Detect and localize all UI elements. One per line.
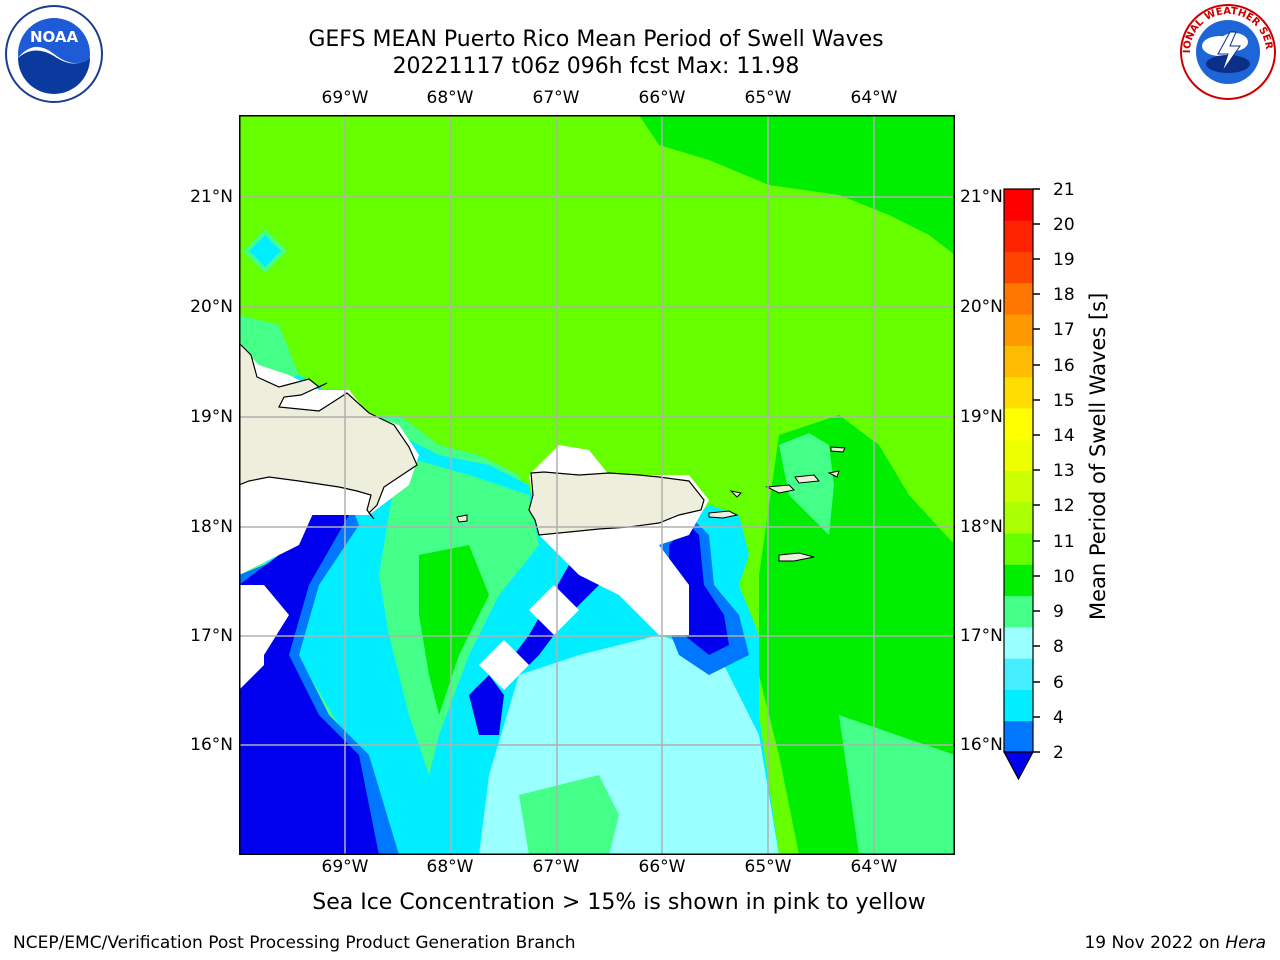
nws-logo-icon: NATIONAL WEATHER SERVICE: [1178, 2, 1276, 100]
colorbar-tick-label: 13: [1053, 461, 1075, 481]
colorbar-tick-label: 10: [1053, 567, 1075, 587]
lon-label-top: 68°W: [426, 88, 474, 108]
colorbar-label: Mean Period of Swell Waves [s]: [1086, 292, 1110, 620]
lat-label-left: 21°N: [190, 187, 233, 207]
colorbar-tick-label: 15: [1053, 391, 1075, 411]
lon-label-bottom: 68°W: [426, 857, 474, 877]
lon-label-bottom: 66°W: [638, 857, 686, 877]
lon-label-top: 67°W: [532, 88, 580, 108]
colorbar-segment: [1004, 658, 1033, 690]
graticule: [239, 115, 955, 855]
lat-label-right: 17°N: [960, 626, 1003, 646]
colorbar-segment: [1004, 564, 1033, 597]
lat-label-left: 19°N: [190, 407, 233, 427]
culebra-island: [729, 490, 743, 498]
colorbar-segment: [1004, 251, 1033, 284]
nodata-diamond-2: [479, 640, 529, 690]
footer-date: 19 Nov 2022 on Hera: [1084, 932, 1266, 954]
lon-label-top: 65°W: [744, 88, 792, 108]
lat-label-left: 17°N: [190, 626, 233, 646]
lon-label-bottom: 67°W: [532, 857, 580, 877]
colorbar-tick-label: 11: [1053, 532, 1075, 552]
colorbar-tick-label: 14: [1053, 426, 1075, 446]
colorbar-segment: [1004, 189, 1033, 221]
colorbar-tick-label: 9: [1053, 602, 1064, 622]
nodata-sw: [239, 585, 289, 690]
lon-label-top: 64°W: [850, 88, 898, 108]
swell-period-map[interactable]: [239, 115, 955, 855]
colorbar-tick-label: 18: [1053, 285, 1075, 305]
field-9-10-se: [839, 715, 955, 855]
anegada-island: [830, 446, 846, 453]
colorbar: [1002, 188, 1040, 780]
puerto-rico-land: [528, 471, 705, 536]
colorbar-segment: [1004, 282, 1033, 315]
chart-subtitle: 20221117 t06z 096h fcst Max: 11.98: [392, 54, 800, 79]
nodata-w: [239, 500, 319, 575]
chart-title: GEFS MEAN Puerto Rico Mean Period of Swe…: [308, 27, 884, 52]
colorbar-segment: [1004, 439, 1033, 471]
colorbar-extension: [1002, 751, 1035, 780]
colorbar-segment: [1004, 595, 1033, 628]
field-9-10-vi: [779, 433, 834, 535]
lon-label-top: 69°W: [321, 88, 369, 108]
lat-label-right: 18°N: [960, 517, 1003, 537]
colorbar-tick-label: 16: [1053, 356, 1075, 376]
colorbar-segment: [1004, 345, 1033, 378]
colorbar-segment: [1004, 220, 1033, 253]
lat-label-left: 18°N: [190, 517, 233, 537]
field-diamond-inner: [249, 235, 281, 267]
colorbar-segment: [1004, 689, 1033, 722]
field-2-4-w: [239, 500, 379, 855]
tortola-island: [794, 474, 820, 484]
colorbar-segment: [1004, 533, 1033, 565]
colorbar-tick-label: 8: [1053, 637, 1064, 657]
lat-label-right: 21°N: [960, 187, 1003, 207]
colorbar-tick-label: 20: [1053, 215, 1075, 235]
svg-text:NOAA: NOAA: [30, 28, 79, 46]
noaa-logo-icon: NOAA: [5, 5, 103, 103]
colorbar-segment: [1004, 407, 1033, 440]
field-9-10-s: [519, 775, 619, 855]
footer-date-text: 19 Nov 2022 on: [1084, 933, 1226, 953]
field-10-11-ne: [639, 115, 955, 255]
lat-label-left: 20°N: [190, 297, 233, 317]
colorbar-tick-label: 2: [1053, 743, 1064, 763]
lon-label-top: 66°W: [638, 88, 686, 108]
colorbar-ticks: [1033, 188, 1040, 753]
hispaniola-land: [239, 342, 418, 520]
virgin-gorda-island: [827, 470, 840, 478]
lon-label-bottom: 64°W: [850, 857, 898, 877]
footer-branch: NCEP/EMC/Verification Post Processing Pr…: [13, 933, 576, 953]
colorbar-segment: [1004, 376, 1033, 409]
sea-ice-note: Sea Ice Concentration > 15% is shown in …: [312, 890, 926, 915]
lat-label-right: 16°N: [960, 735, 1003, 755]
colorbar-tick-label: 17: [1053, 320, 1075, 340]
lat-label-right: 20°N: [960, 297, 1003, 317]
field-2-4-small: [469, 675, 504, 735]
lon-label-bottom: 65°W: [744, 857, 792, 877]
lon-label-bottom: 69°W: [321, 857, 369, 877]
colorbar-tick-label: 12: [1053, 496, 1075, 516]
colorbar-tick-label: 4: [1053, 708, 1064, 728]
colorbar-segment: [1004, 501, 1033, 534]
colorbar-tick-label: 21: [1053, 180, 1075, 200]
st-croix-island: [778, 552, 815, 562]
colorbar-segment: [1004, 470, 1033, 503]
st-thomas-island: [765, 484, 796, 494]
vieques-island: [708, 510, 739, 519]
colorbar-tick-label: 19: [1053, 250, 1075, 270]
map-frame: [239, 115, 955, 855]
lat-label-right: 19°N: [960, 407, 1003, 427]
mona-island: [456, 514, 468, 523]
colorbar-segment: [1004, 626, 1033, 659]
field-10-11-tongue: [419, 545, 489, 715]
lat-label-left: 16°N: [190, 735, 233, 755]
colorbar-segment: [1004, 314, 1033, 346]
footer-host: Hera: [1225, 933, 1266, 953]
colorbar-segments: [1002, 188, 1035, 780]
colorbar-tick-label: 6: [1053, 673, 1064, 693]
nodata-diamond-1: [529, 585, 579, 635]
colorbar-segment: [1004, 720, 1033, 753]
